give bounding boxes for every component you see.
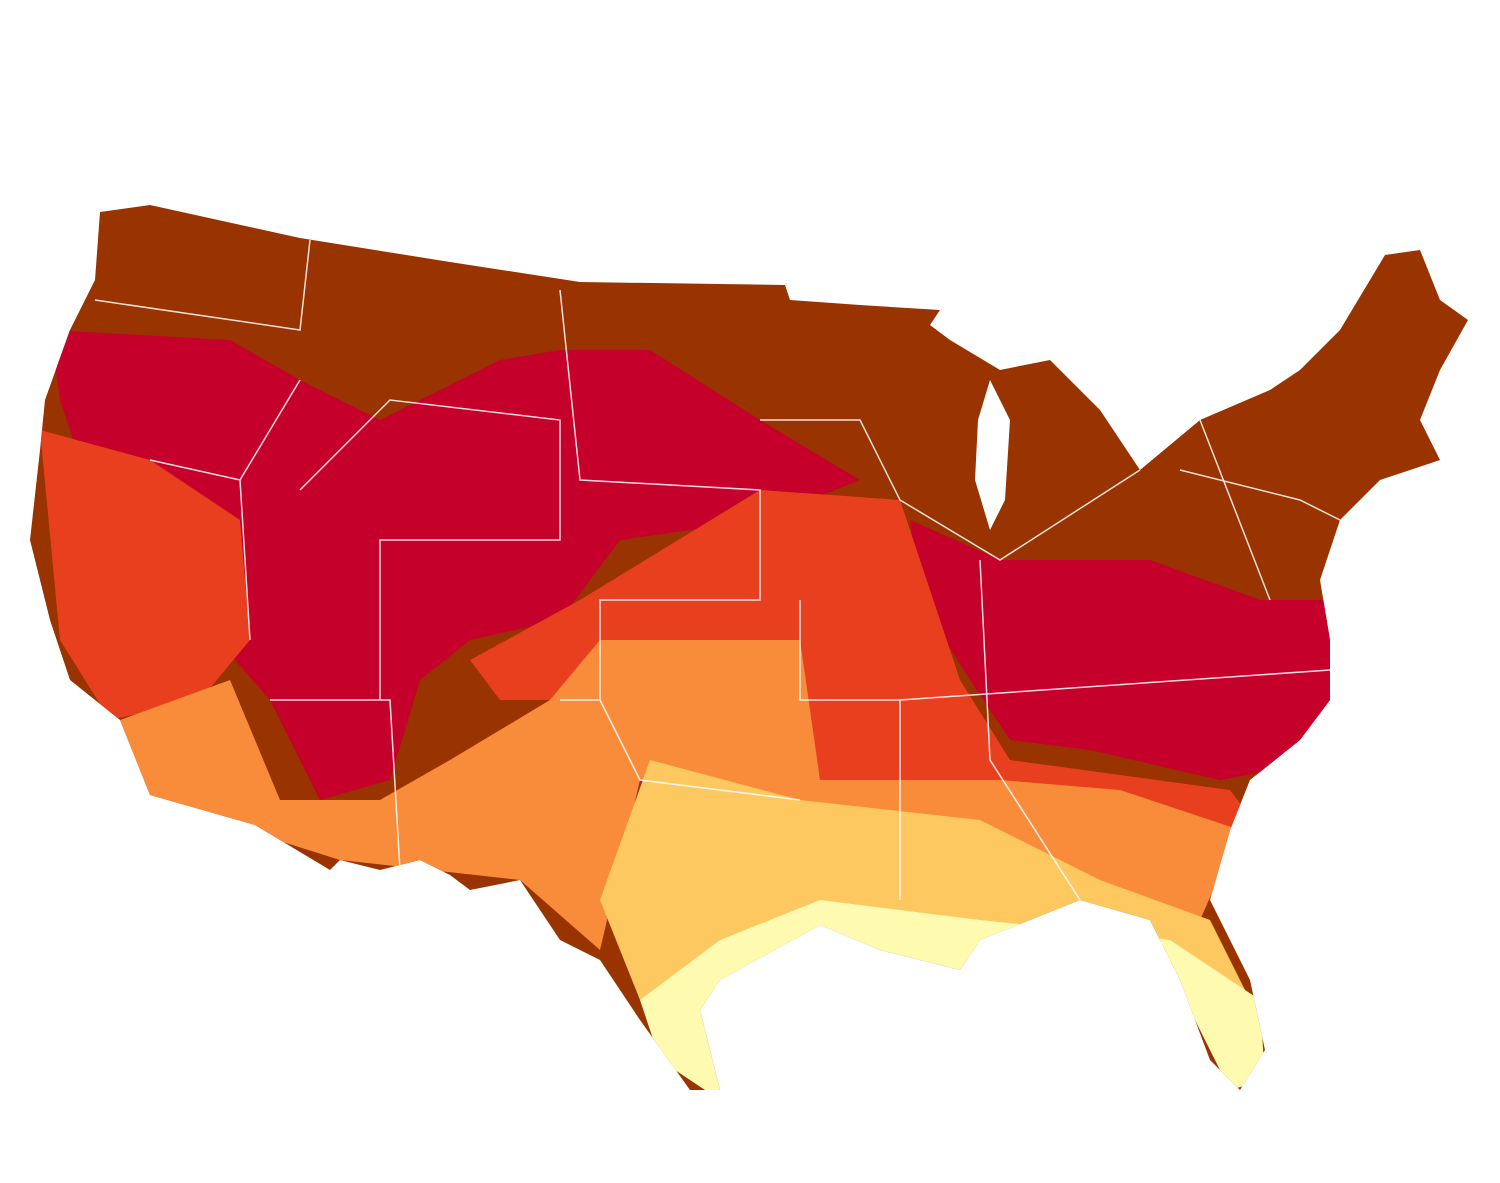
state-line bbox=[299, 399, 561, 700]
state-line bbox=[94, 239, 311, 331]
region bbox=[40, 430, 250, 720]
state-lines bbox=[94, 239, 1341, 901]
region bbox=[50, 330, 860, 800]
state-line bbox=[149, 379, 301, 641]
state-line bbox=[760, 419, 1141, 561]
state-line bbox=[1179, 419, 1341, 601]
state-line bbox=[270, 699, 801, 871]
region bbox=[910, 520, 1330, 780]
great-lakes bbox=[975, 380, 1010, 530]
state-line bbox=[799, 600, 1331, 701]
state-line bbox=[899, 559, 1081, 901]
